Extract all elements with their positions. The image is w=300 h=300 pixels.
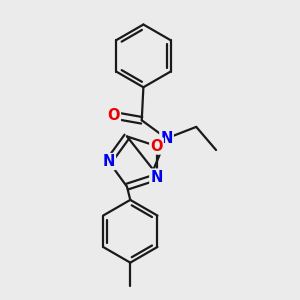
Text: O: O (107, 108, 120, 123)
Text: N: N (160, 131, 173, 146)
Text: O: O (150, 139, 163, 154)
Text: N: N (150, 169, 163, 184)
Text: N: N (103, 154, 115, 169)
